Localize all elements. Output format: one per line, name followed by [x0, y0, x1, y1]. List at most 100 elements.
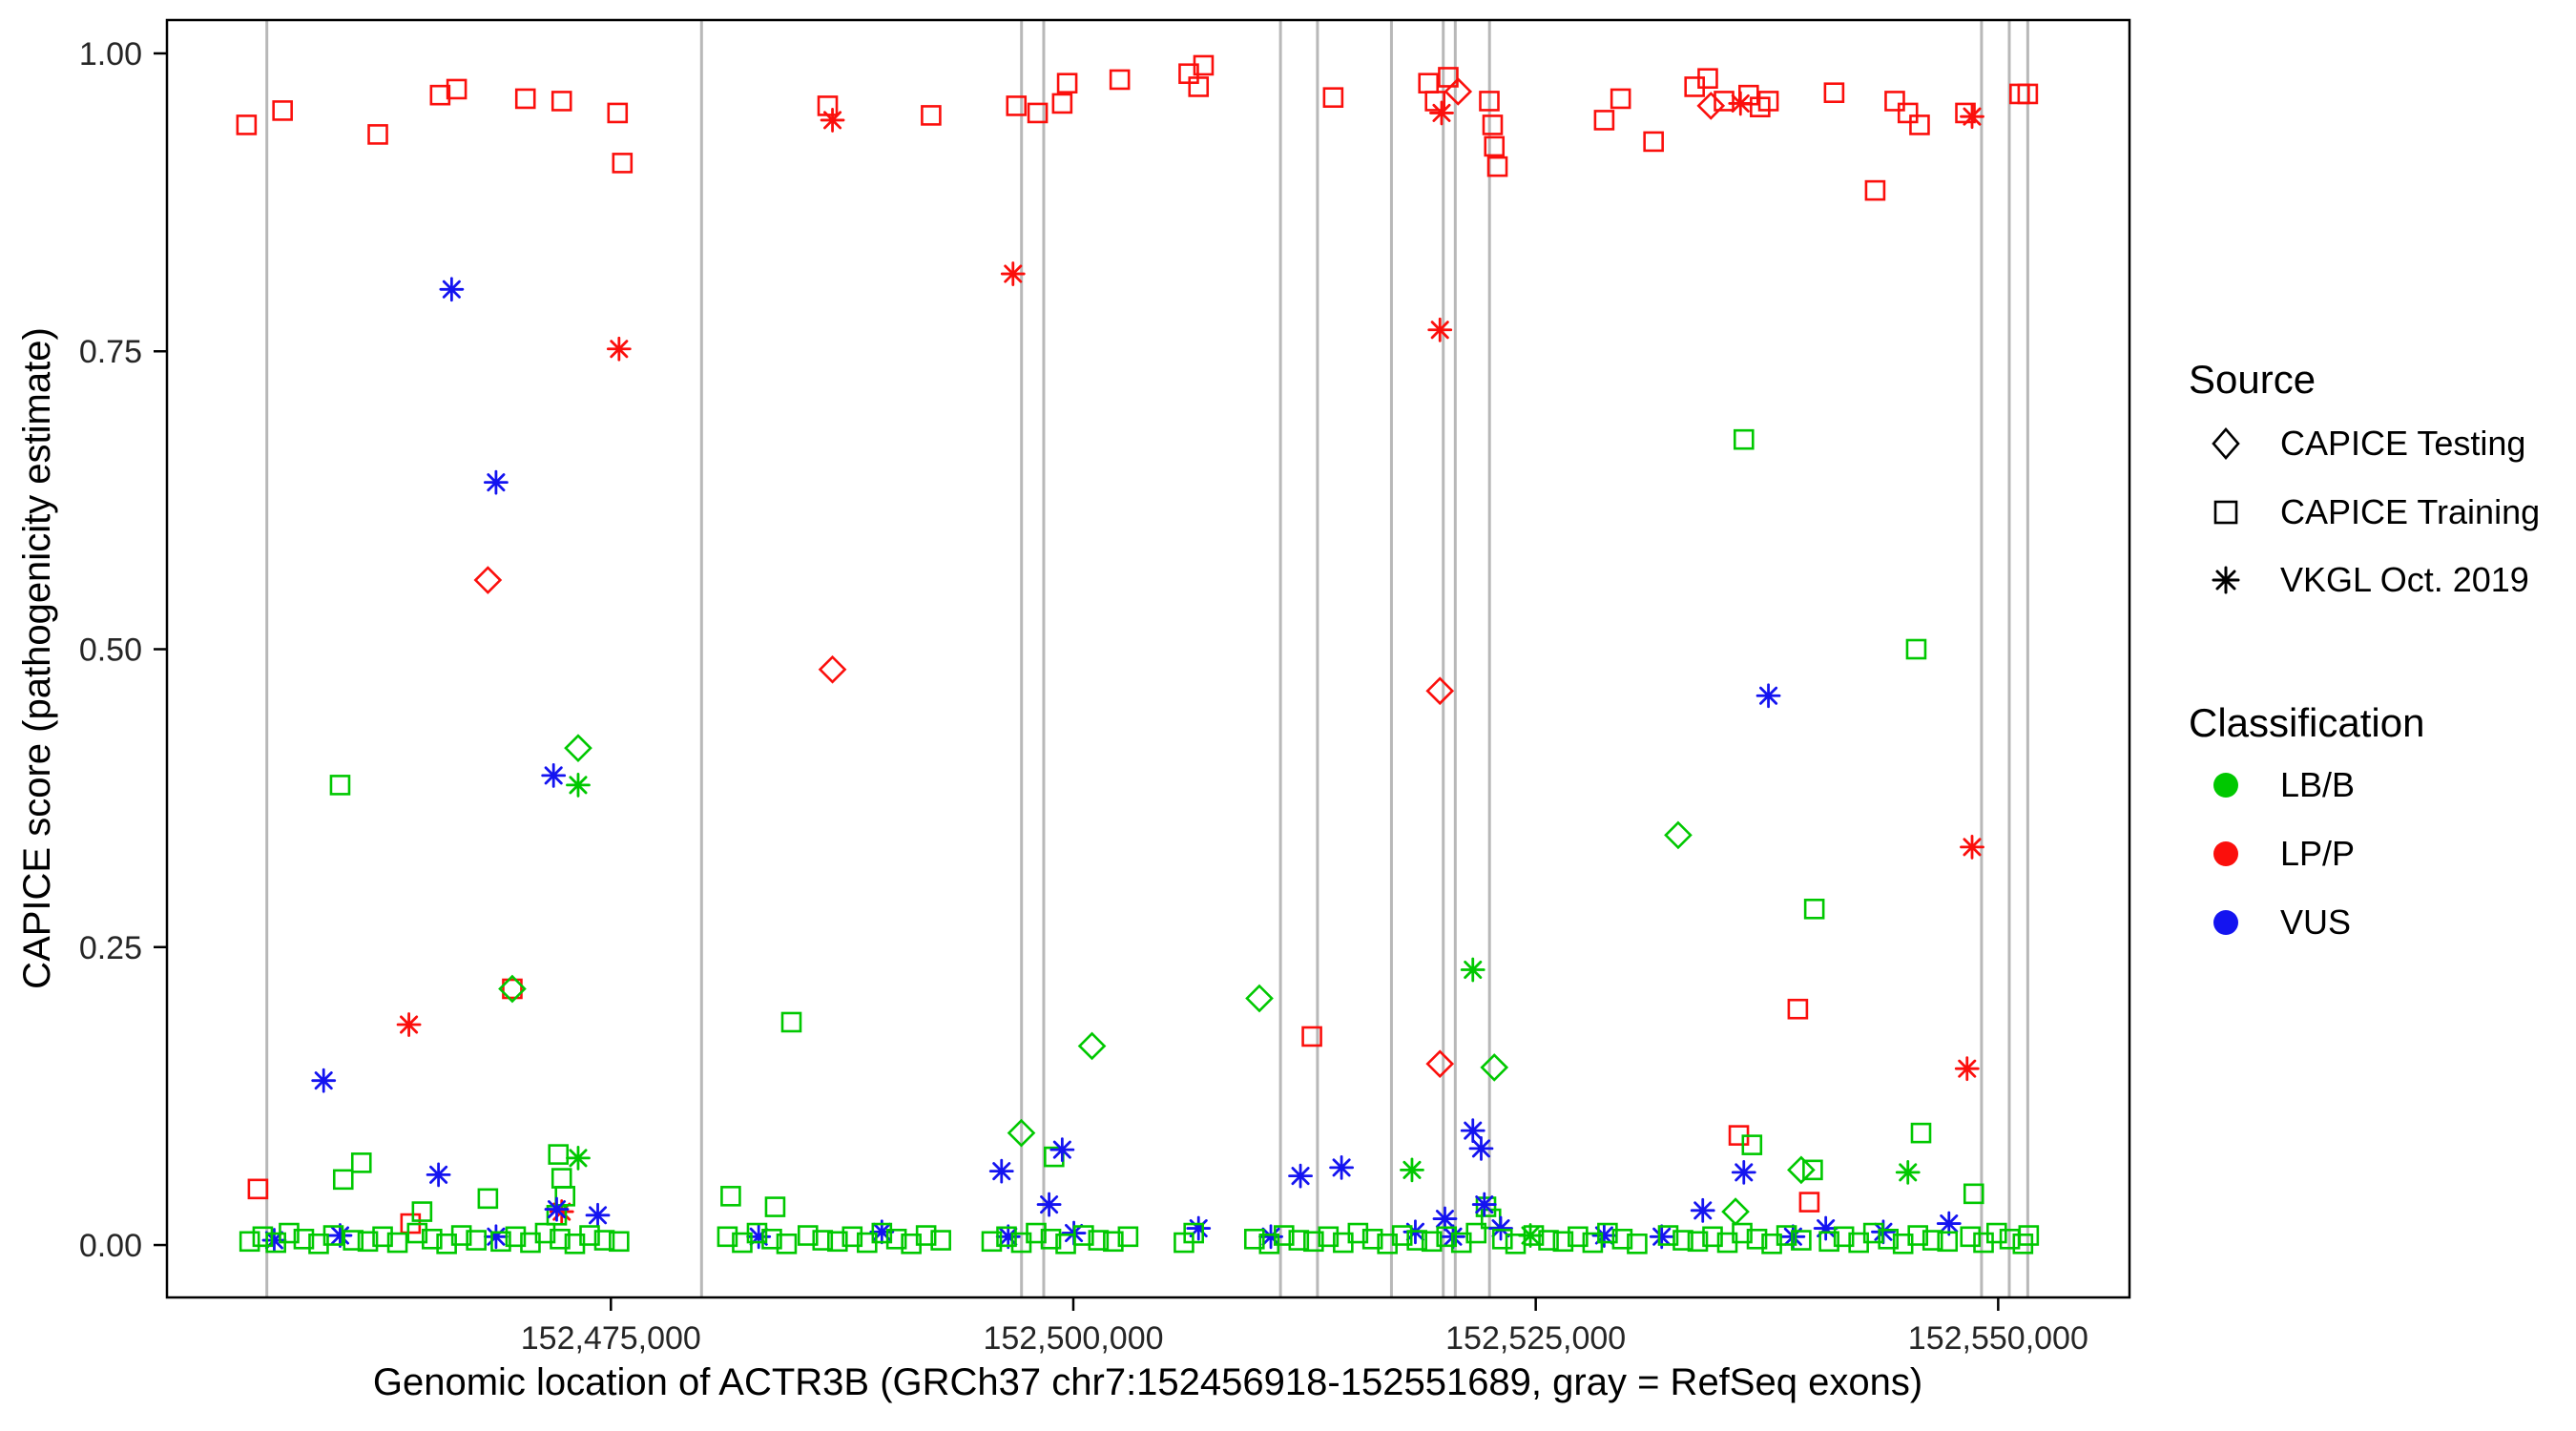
point-asterisk	[327, 1223, 353, 1248]
point-square	[386, 1232, 408, 1254]
point-square	[1484, 135, 1506, 157]
point-asterisk	[311, 1068, 337, 1093]
point-square	[607, 102, 629, 124]
point-square	[1746, 1228, 1768, 1250]
point-square	[1406, 1230, 1427, 1251]
point-square	[746, 1222, 768, 1244]
point-square	[411, 1201, 433, 1222]
point-square	[1322, 87, 1344, 108]
point-square	[1006, 95, 1028, 116]
point-diamond	[1664, 820, 1693, 850]
point-asterisk	[1036, 1192, 1062, 1217]
point-asterisk	[988, 1158, 1014, 1184]
point-square	[1823, 82, 1845, 103]
point-asterisk	[426, 1162, 451, 1188]
point-square	[1188, 76, 1210, 97]
point-asterisk	[585, 1202, 611, 1228]
point-square	[1243, 1228, 1265, 1250]
x-tick-label: 152,550,000	[1908, 1320, 2088, 1357]
point-square	[812, 1230, 834, 1251]
point-square	[450, 1225, 472, 1246]
point-square	[1963, 1183, 1984, 1205]
point-square	[422, 1228, 443, 1250]
diamond-icon	[2212, 427, 2240, 460]
point-diamond	[564, 734, 592, 763]
point-square	[1787, 998, 1809, 1020]
legend-item-label: LP/P	[2280, 834, 2355, 873]
legend-classification-title: Classification	[2189, 700, 2424, 745]
point-square	[593, 1230, 615, 1251]
point-square	[717, 1226, 738, 1248]
point-square	[406, 1222, 428, 1244]
point-square	[1552, 1231, 1574, 1253]
legend-item-lbb: LB/B	[2213, 765, 2355, 804]
point-asterisk	[1731, 1159, 1756, 1185]
x-axis-title: Genomic location of ACTR3B (GRCh37 chr7:…	[373, 1361, 1922, 1403]
point-diamond	[473, 566, 503, 594]
point-square	[1687, 1231, 1709, 1253]
point-square	[1040, 1228, 1062, 1250]
point-square	[1475, 1196, 1497, 1217]
data-points	[236, 54, 2040, 1255]
point-square	[1741, 1134, 1763, 1155]
legend-item-label: CAPICE Testing	[2280, 424, 2525, 463]
point-asterisk	[1329, 1154, 1354, 1180]
point-square	[514, 88, 536, 110]
axes: 152,475,000 152,500,000 152,525,000 152,550…	[79, 36, 2088, 1357]
point-diamond	[1425, 1049, 1455, 1079]
point-asterisk	[1288, 1163, 1313, 1189]
point-diamond	[1077, 1031, 1107, 1061]
point-square	[350, 1152, 372, 1173]
point-square	[1424, 91, 1445, 112]
point-square	[1418, 73, 1440, 94]
point-square	[466, 1230, 487, 1251]
point-square	[1960, 1226, 1982, 1248]
point-square	[279, 1222, 300, 1244]
point-asterisk	[566, 773, 591, 798]
y-tick-label: 0.75	[79, 334, 142, 370]
point-square	[1733, 428, 1755, 450]
point-square	[826, 1231, 848, 1253]
point-square	[1274, 1225, 1295, 1246]
point-asterisk	[1049, 1137, 1075, 1163]
point-square	[1482, 114, 1504, 135]
point-square	[780, 1011, 802, 1033]
point-square	[1833, 1226, 1855, 1248]
point-square	[1479, 91, 1500, 112]
point-square	[367, 124, 388, 145]
point-square	[502, 978, 523, 1000]
x-tick-label: 152,475,000	[521, 1320, 701, 1357]
legend-item-capice-training: CAPICE Training	[2213, 492, 2540, 531]
point-square	[720, 1186, 741, 1207]
point-square	[1301, 1026, 1322, 1047]
point-diamond	[1444, 77, 1473, 106]
point-square	[1026, 1222, 1047, 1244]
point-square	[1802, 1159, 1823, 1181]
point-square	[1438, 67, 1459, 88]
point-square	[1465, 1222, 1487, 1244]
point-asterisk	[1468, 1135, 1494, 1161]
point-square	[1627, 1233, 1648, 1255]
point-square	[1757, 91, 1779, 112]
point-diamond	[1787, 1155, 1816, 1185]
point-square	[429, 84, 451, 106]
point-asterisk	[1960, 104, 1984, 130]
point-square	[1697, 68, 1718, 90]
point-square	[1303, 1231, 1324, 1253]
point-square	[1056, 73, 1078, 94]
point-asterisk	[1471, 1192, 1497, 1217]
point-square	[981, 1231, 1003, 1253]
point-square	[252, 1226, 274, 1248]
point-asterisk	[1488, 1215, 1513, 1241]
point-square	[551, 91, 572, 112]
point-square	[446, 78, 467, 100]
point-square	[1922, 1230, 1943, 1251]
point-asterisk	[541, 763, 567, 788]
point-square	[797, 1225, 819, 1246]
point-diamond	[1721, 1197, 1750, 1226]
point-asterisk	[396, 1012, 422, 1037]
point-asterisk	[1960, 834, 1984, 860]
point-square	[236, 114, 258, 135]
point-square	[1117, 1226, 1139, 1248]
